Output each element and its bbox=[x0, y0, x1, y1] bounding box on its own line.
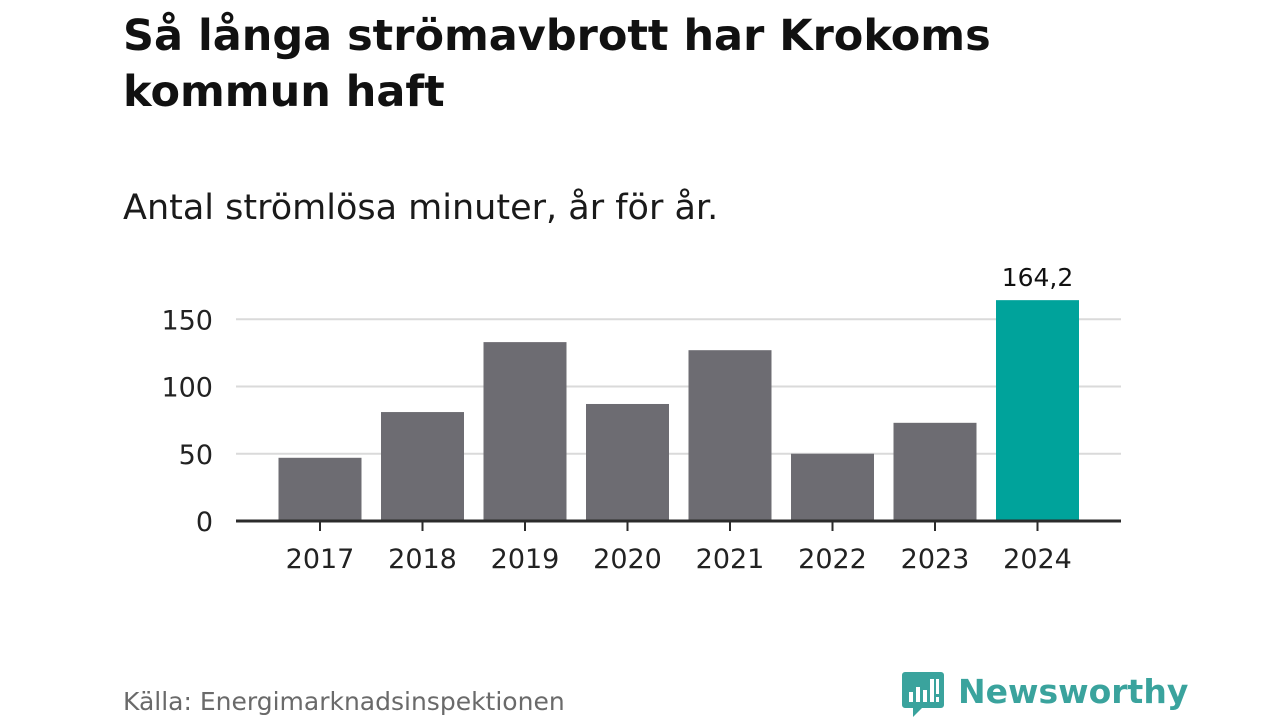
bar bbox=[791, 453, 874, 521]
x-tick-label: 2021 bbox=[696, 544, 765, 575]
chart-title: Så långa strömavbrott har Krokoms kommun… bbox=[123, 8, 1123, 120]
x-tick-label: 2018 bbox=[388, 544, 457, 575]
source-credit: Källa: Energimarknadsinspektionen bbox=[123, 687, 565, 716]
x-tick-label: 2024 bbox=[1003, 544, 1072, 575]
bar bbox=[381, 412, 464, 521]
newsworthy-logo-icon bbox=[902, 672, 944, 717]
bar bbox=[688, 350, 772, 521]
chart-title-line-1: Så långa strömavbrott har Krokoms bbox=[123, 11, 991, 61]
x-tick-label: 2023 bbox=[901, 544, 970, 575]
data-label: 164,2 bbox=[1002, 263, 1074, 292]
y-tick-label: 50 bbox=[179, 440, 213, 471]
chart-subtitle: Antal strömlösa minuter, år för år. bbox=[123, 188, 719, 228]
x-tick-label: 2017 bbox=[286, 544, 355, 575]
x-tick-label: 2022 bbox=[798, 544, 867, 575]
bar bbox=[278, 457, 362, 521]
bar bbox=[996, 300, 1079, 521]
bar bbox=[483, 342, 567, 521]
bar bbox=[893, 422, 977, 521]
y-tick-label: 100 bbox=[161, 373, 213, 404]
y-tick-label: 0 bbox=[196, 507, 213, 538]
newsworthy-logo-text: Newsworthy bbox=[958, 672, 1189, 711]
chart-title-line-2: kommun haft bbox=[123, 67, 445, 117]
x-tick-label: 2020 bbox=[593, 544, 662, 575]
bar bbox=[586, 403, 669, 521]
x-tick-label: 2019 bbox=[491, 544, 560, 575]
y-tick-label: 150 bbox=[161, 305, 213, 336]
